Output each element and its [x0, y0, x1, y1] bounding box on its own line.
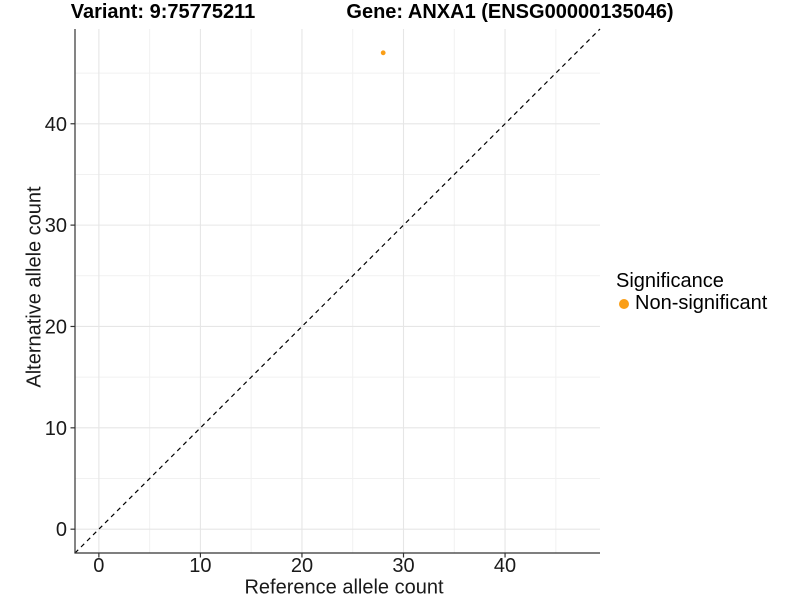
x-tick-label: 10 [189, 555, 211, 577]
x-tick-label: 0 [93, 555, 104, 577]
legend: Significance Non-significant [616, 270, 767, 314]
x-tick-label: 40 [494, 555, 516, 577]
x-axis-title: Reference allele count [244, 576, 444, 599]
legend-entry-label: Non-significant [635, 292, 768, 314]
x-tick-label: 20 [291, 555, 313, 577]
y-axis-title: Alternative allele count [23, 186, 46, 388]
x-tick-label: 30 [392, 555, 414, 577]
y-tick-label: 30 [45, 215, 67, 237]
plot-title-variant: Variant: 9:75775211 [70, 1, 256, 23]
y-tick-label: 10 [45, 418, 67, 440]
y-tick-label: 0 [56, 519, 67, 541]
legend-title: Significance [616, 270, 724, 292]
y-tick-label: 40 [45, 114, 67, 136]
legend-entry: Non-significant [616, 292, 768, 314]
plot-title-gene: Gene: ANXA1 (ENSG00000135046) [346, 1, 674, 23]
legend-point-swatch [619, 298, 629, 309]
y-tick-label: 20 [45, 316, 67, 338]
identity-line [74, 28, 601, 554]
data-point [380, 50, 386, 56]
